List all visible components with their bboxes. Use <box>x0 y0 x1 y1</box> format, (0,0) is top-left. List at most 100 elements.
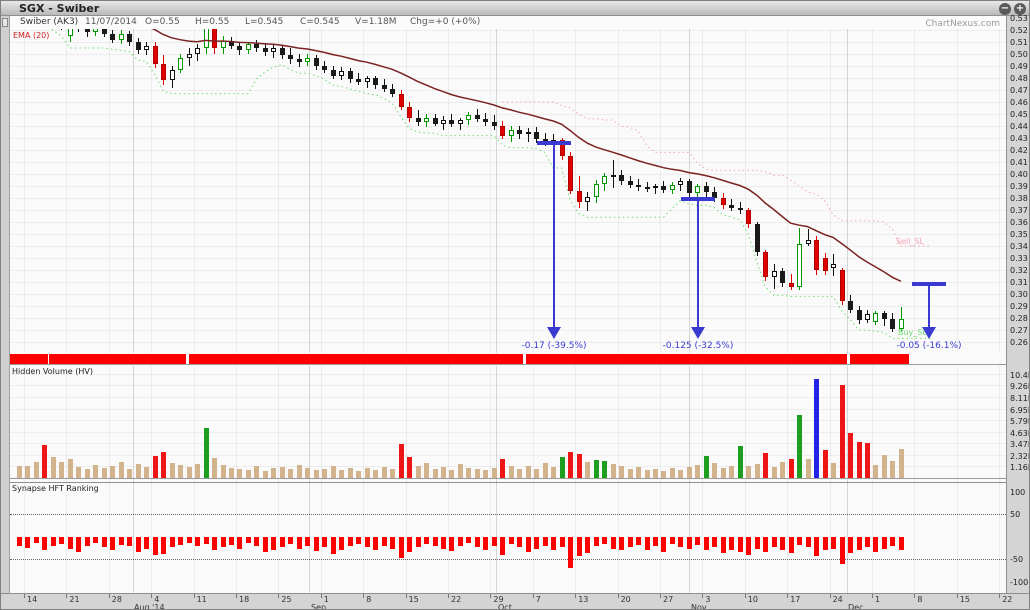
hft-ranking-bar <box>856 536 862 550</box>
candle <box>703 186 709 192</box>
volume-bar <box>610 464 616 478</box>
volume-bar <box>636 467 642 478</box>
title-bar: SGX - Swiber − + <box>1 1 1029 16</box>
price-axis-label: 0.32 <box>1010 266 1028 275</box>
volume-bar <box>127 469 133 478</box>
volume-bar <box>593 460 599 478</box>
volume-bar <box>161 452 167 478</box>
candle <box>144 45 150 51</box>
candle <box>322 66 328 70</box>
candle <box>881 313 887 320</box>
grid-line-week <box>702 16 704 353</box>
x-axis-day-label: 27 <box>663 595 674 604</box>
hft-ranking-bar <box>729 536 735 550</box>
grid-line-week <box>405 483 407 593</box>
volume-bar <box>881 455 887 478</box>
candle <box>585 196 591 202</box>
gutter-handle[interactable] <box>2 18 8 27</box>
volume-bar <box>771 467 777 478</box>
hft-ranking-bar <box>525 536 531 552</box>
price-grid-line <box>10 282 1006 283</box>
grid-line-week <box>24 483 25 593</box>
grid-line-week <box>448 366 449 482</box>
volume-bar <box>220 465 226 478</box>
volume-bar <box>576 454 582 478</box>
candle <box>593 183 599 197</box>
hft-ranking-bar <box>695 536 701 546</box>
volume-bar <box>101 468 107 478</box>
candle <box>602 176 608 184</box>
price-grid-line <box>10 90 1006 91</box>
hft-ranking-bar <box>686 536 692 549</box>
volume-bar <box>381 467 387 478</box>
candle-wick <box>807 229 809 246</box>
hft-ranking-bar <box>118 536 124 545</box>
x-axis-tick <box>744 594 746 598</box>
hft-ranking-bar <box>178 536 184 545</box>
candle <box>135 42 141 51</box>
hft-ranking-bar <box>212 536 218 550</box>
candle-wick <box>790 273 792 291</box>
x-axis-day-label: 15 <box>959 595 970 604</box>
grid-line-week <box>914 366 916 482</box>
hft-ranking-bar <box>491 536 497 546</box>
hft-ranking-bar <box>25 536 31 549</box>
x-axis-day-label: 28 <box>111 595 122 604</box>
hft-ranking-bar <box>627 536 633 548</box>
volume-grid-line <box>10 420 1006 422</box>
zoom-in-button[interactable]: + <box>1014 3 1026 15</box>
trend-ribbon-segment <box>49 354 186 364</box>
volume-bar <box>898 449 904 478</box>
price-axis-label: 0.44 <box>1010 122 1028 131</box>
hft-ranking-bar <box>814 536 820 557</box>
volume-panel[interactable]: Hidden Volume (HV) <box>10 366 1006 483</box>
zoom-out-button[interactable]: − <box>999 3 1011 15</box>
grid-line-week <box>320 16 322 353</box>
candle-wick <box>459 117 461 130</box>
volume-grid-line <box>10 454 1006 456</box>
price-chart-panel[interactable]: EMA (20) Sell_SL Buy_SL -0.17 (-39.5%) -0.1… <box>10 16 1006 353</box>
x-axis-date-strip: 14 21 28 4 11 18 25 1 8 15 22 29 7 13 20 27 3 10 17 24 1 8 15 2… <box>1 593 1029 610</box>
candle <box>525 132 531 135</box>
hft-ranking-bar <box>890 536 896 546</box>
grid-line-week <box>914 483 916 593</box>
x-axis-tick <box>108 594 110 598</box>
candle <box>373 78 379 86</box>
volume-axis-label: 10.4M <box>1010 370 1029 380</box>
candle <box>288 55 294 59</box>
volume-bar <box>627 469 633 478</box>
grid-line-week <box>702 366 704 482</box>
hft-ranking-bar <box>636 536 642 546</box>
x-axis-day-label: 8 <box>917 595 923 604</box>
candle <box>737 207 743 210</box>
candle <box>474 115 480 119</box>
candle-wick <box>612 159 614 189</box>
candle <box>415 117 421 123</box>
hft-ranking-bar <box>466 536 472 543</box>
hft-ranking-bar <box>737 536 743 552</box>
hft-ranking-bar <box>703 536 709 551</box>
measure-arrow-label: -0.17 (-39.5%) <box>521 341 587 351</box>
x-axis-day-label: 18 <box>239 595 250 604</box>
volume-bar <box>602 461 608 478</box>
hft-ranking-bar <box>653 536 658 546</box>
high-label: H=0.55 <box>195 17 230 27</box>
candle <box>398 93 404 107</box>
hft-ranking-panel[interactable]: Synapse HFT Ranking <box>10 483 1006 593</box>
chart-stack: Swiber (AK3) 11/07/2014 O=0.55 H=0.55 L=… <box>10 16 1006 593</box>
hft-ranking-bar <box>873 536 879 552</box>
grid-line-week <box>999 16 1001 353</box>
hft-ranking-bar <box>84 536 90 546</box>
volume-bar <box>42 445 48 478</box>
price-axis-label: 0.36 <box>1010 218 1028 227</box>
volume-bar <box>169 463 175 478</box>
hft-ranking-bar <box>534 536 540 549</box>
volume-bar <box>669 468 675 478</box>
grid-line-week <box>193 366 195 482</box>
price-grid-line <box>10 306 1006 307</box>
x-axis-tick <box>363 594 365 598</box>
volume-grid-line <box>10 385 1006 387</box>
x-axis-month-label: Oct <box>498 603 512 610</box>
grid-line-month <box>496 16 497 353</box>
grid-line-week <box>532 483 534 593</box>
